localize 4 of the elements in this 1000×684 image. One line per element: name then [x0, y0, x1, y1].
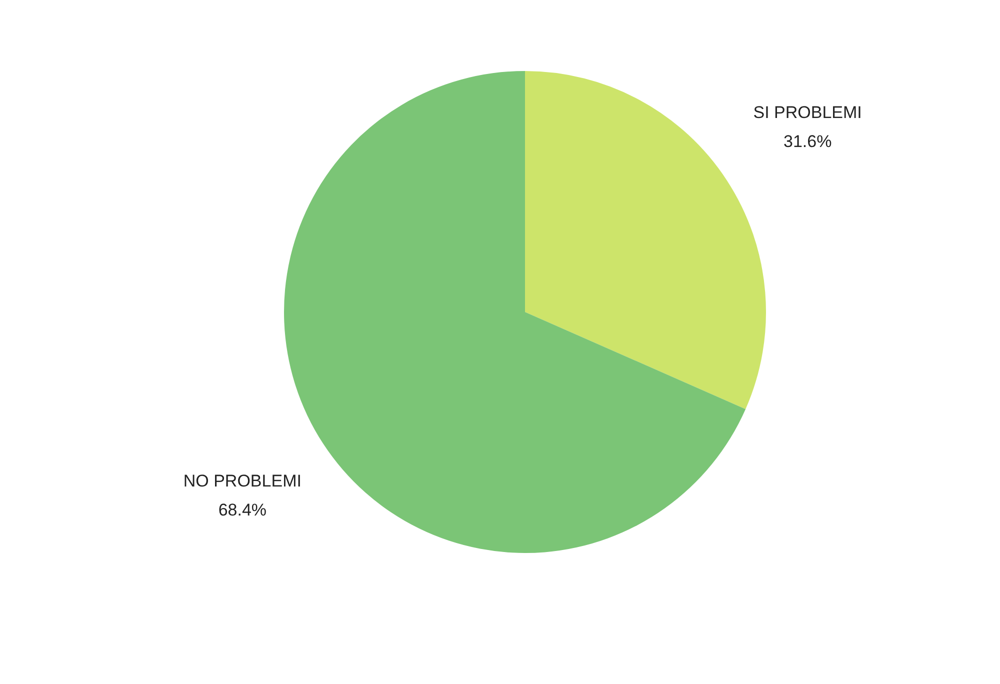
data-label: 68.4%	[218, 500, 267, 520]
data-label: 31.6%	[783, 132, 832, 151]
slice-label: SI PROBLEMI	[753, 102, 862, 122]
slice-label: NO PROBLEMI	[183, 472, 302, 491]
